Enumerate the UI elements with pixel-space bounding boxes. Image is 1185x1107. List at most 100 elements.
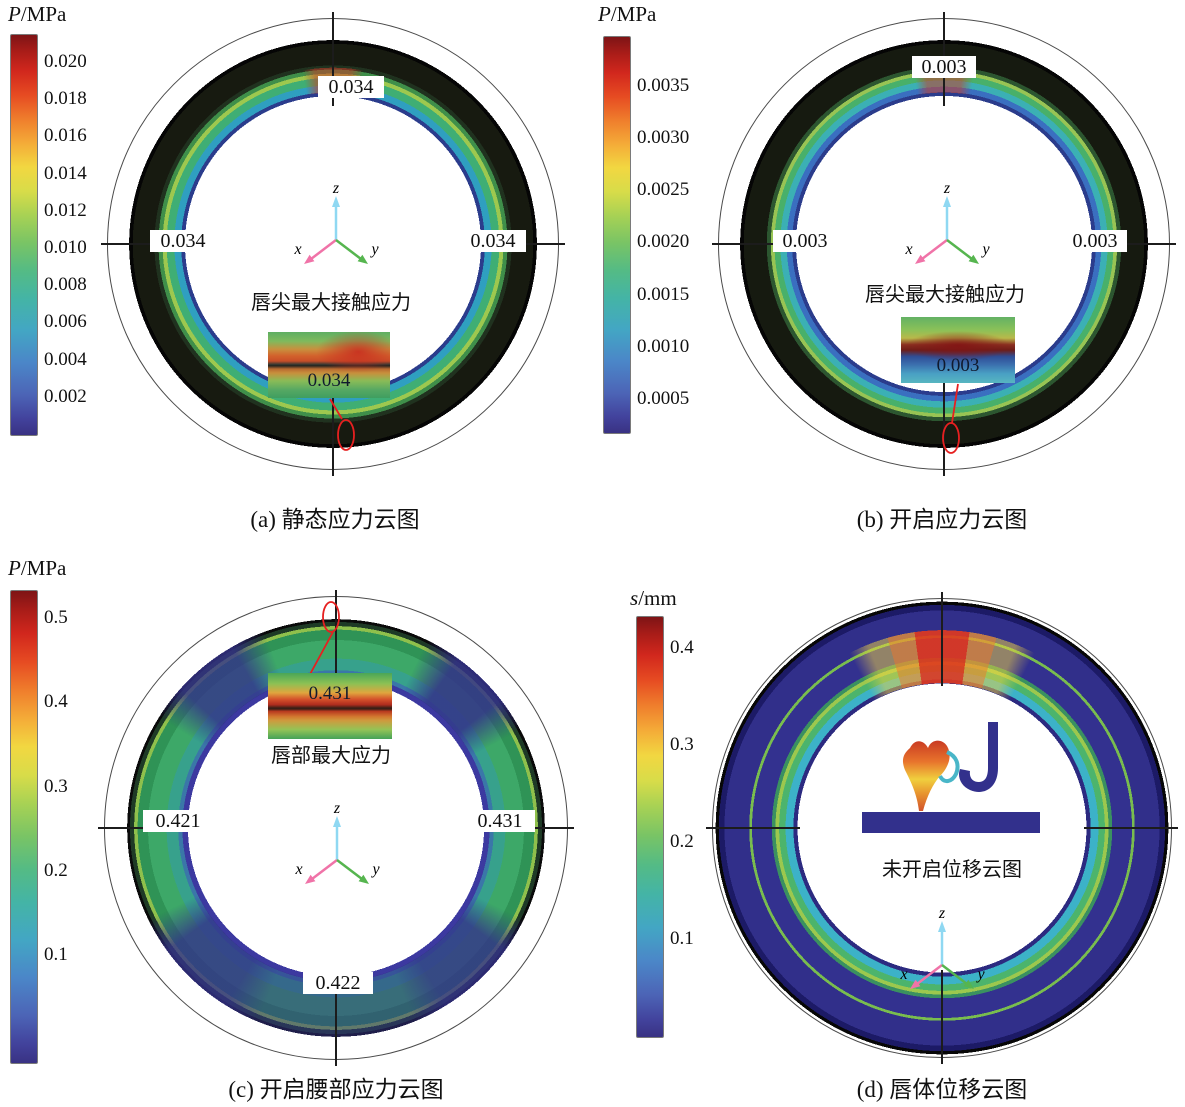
colorbar-tick: 0.0025 — [637, 179, 690, 200]
lip-profile — [902, 740, 950, 811]
x-axis-arrow — [915, 239, 948, 264]
inset-max-value: 0.003 — [936, 355, 980, 376]
ring-tick-north — [332, 12, 334, 106]
max-location-callout — [942, 383, 960, 454]
ring-tick-north — [335, 590, 337, 684]
colorbar-d — [636, 616, 664, 1038]
colorbar-variable-a: P — [8, 2, 21, 26]
inset-title: 唇尖最大接触应力 — [865, 284, 1025, 306]
axes-triad: z x y — [899, 905, 985, 989]
panel-caption: (b) 开启应力云图 — [856, 507, 1028, 532]
colorbar-tick: 0.5 — [44, 607, 68, 628]
stress-value-left: 0.421 — [143, 810, 213, 832]
colorbar-tick: 0.018 — [44, 88, 87, 109]
colorbar-tick: 0.010 — [44, 237, 87, 258]
colorbar-tick: 0.002 — [44, 386, 87, 407]
inset-seal-cross-section — [862, 722, 1040, 833]
shaft-bar — [862, 812, 1040, 833]
inset-contour-patch: 0.431 — [268, 673, 392, 739]
colorbar-b — [603, 36, 631, 434]
colorbar-tick: 0.008 — [44, 274, 87, 295]
colorbar-unit-c: /MPa — [20, 556, 67, 580]
callout-ellipse — [322, 601, 340, 633]
stress-value-bottom: 0.422 — [303, 972, 373, 994]
y-axis-arrow — [946, 239, 979, 264]
colorbar-tick: 0.0030 — [637, 127, 690, 148]
ring-tick-west — [712, 243, 806, 245]
colorbar-a — [10, 34, 38, 436]
callout-ellipse — [942, 422, 960, 454]
spring-hook — [959, 722, 998, 792]
colorbar-label-a: P/MPa — [8, 2, 66, 27]
y-axis-label: y — [980, 241, 990, 258]
colorbar-variable-d: s — [630, 586, 639, 610]
colorbar-tick: 0.4 — [670, 637, 694, 658]
z-axis-label: z — [943, 180, 951, 197]
colorbar-c — [10, 590, 38, 1064]
ring-tick-north — [941, 592, 943, 686]
callout-line — [307, 631, 334, 679]
stress-value-right: 0.034 — [460, 230, 526, 252]
stress-value-right: 0.003 — [1063, 230, 1127, 252]
colorbar-label-c: P/MPa — [8, 556, 66, 581]
z-axis-arrow — [332, 196, 340, 240]
axes-triad: z x y — [904, 180, 990, 264]
colorbar-tick: 0.4 — [44, 691, 68, 712]
x-axis-label: x — [293, 241, 301, 258]
stress-value-left: 0.003 — [773, 230, 837, 252]
callout-line — [951, 383, 959, 424]
y-axis-label: y — [369, 241, 379, 258]
ring-tick-east — [1082, 243, 1176, 245]
colorbar-tick: 0.0035 — [637, 75, 690, 96]
colorbar-tick: 0.0010 — [637, 336, 690, 357]
max-location-callout — [307, 601, 340, 679]
x-axis-arrow — [910, 964, 943, 989]
colorbar-unit-a: /MPa — [20, 2, 67, 26]
callout-line — [329, 398, 343, 420]
colorbar-tick: 0.020 — [44, 51, 87, 72]
lip-edge-contour — [938, 750, 960, 783]
y-axis-arrow — [336, 859, 369, 884]
stress-value-top: 0.034 — [318, 76, 384, 98]
ring-tick-west — [101, 243, 195, 245]
z-axis-arrow — [938, 921, 946, 965]
x-axis-label: x — [294, 861, 302, 878]
colorbar-tick: 0.3 — [670, 734, 694, 755]
colorbar-tick: 0.0015 — [637, 284, 690, 305]
colorbar-tick: 0.0005 — [637, 388, 690, 409]
y-axis-arrow — [335, 239, 368, 264]
x-axis-label: x — [904, 241, 912, 258]
z-axis-label: z — [333, 800, 341, 817]
z-axis-arrow — [333, 816, 341, 860]
panel-caption: (c) 开启腰部应力云图 — [228, 1077, 444, 1102]
inset-max-value: 0.431 — [308, 683, 352, 704]
y-axis-arrow — [941, 964, 974, 989]
colorbar-tick: 0.0020 — [637, 231, 690, 252]
ring-tick-south — [335, 972, 337, 1066]
inset-max-value: 0.034 — [307, 370, 351, 391]
panel-caption: (a) 静态应力云图 — [250, 507, 420, 532]
y-axis-label: y — [370, 861, 380, 878]
panel-caption: (d) 唇体位移云图 — [856, 1077, 1028, 1102]
x-axis-label: x — [899, 966, 907, 983]
z-axis-label: z — [332, 180, 340, 197]
colorbar-variable-b: P — [598, 2, 611, 26]
callout-ellipse — [337, 419, 355, 451]
max-location-callout — [329, 398, 355, 451]
stress-value-top: 0.003 — [912, 56, 976, 78]
ring-tick-south — [941, 970, 943, 1064]
colorbar-label-b: P/MPa — [598, 2, 656, 27]
axes-triad: z x y — [294, 800, 380, 884]
stress-value-left: 0.034 — [150, 230, 216, 252]
colorbar-tick: 0.1 — [670, 928, 694, 949]
z-axis-arrow — [943, 196, 951, 240]
y-axis-label: y — [975, 966, 985, 983]
inset-contour-patch: 0.034 — [268, 332, 390, 398]
colorbar-tick: 0.006 — [44, 311, 87, 332]
colorbar-tick: 0.3 — [44, 776, 68, 797]
colorbar-tick: 0.012 — [44, 200, 87, 221]
colorbar-unit-d: /mm — [638, 586, 677, 610]
ring-tick-south — [332, 382, 334, 476]
colorbar-tick: 0.2 — [44, 860, 68, 881]
